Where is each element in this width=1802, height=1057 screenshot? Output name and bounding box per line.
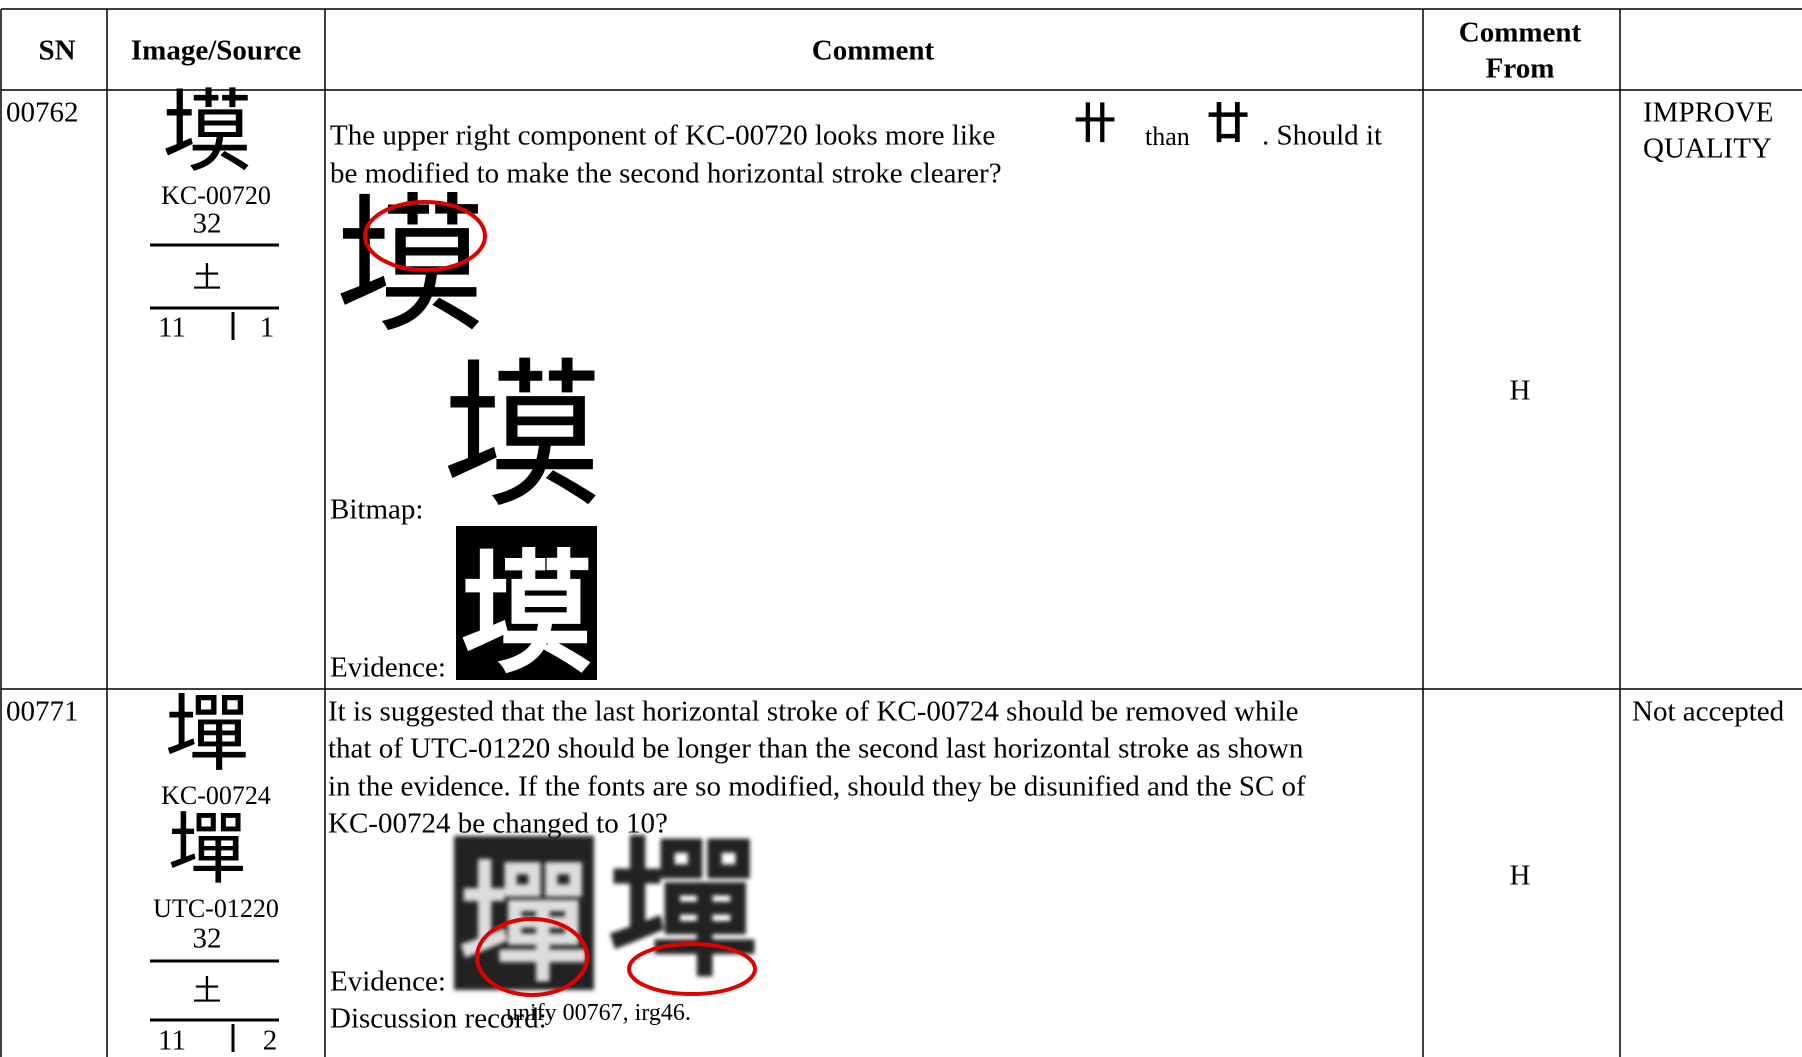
comment-text: KC-00724 be changed to 10? <box>328 807 668 840</box>
discussion-record: unify 00767, irg46. <box>506 1000 691 1026</box>
comment-text: It is suggested that the last horizontal… <box>328 695 1299 728</box>
disposition: Not accepted <box>1632 695 1785 728</box>
bitmap-image: 塻 <box>456 526 597 680</box>
comment-text: in the evidence. If the fonts are so mod… <box>328 770 1306 803</box>
discussion-label: Discussion record: <box>330 1002 547 1035</box>
stroke-count: 11 <box>158 1024 186 1057</box>
comment-text: be modified to make the second horizonta… <box>330 157 1002 190</box>
header-cell: From <box>1485 52 1555 85</box>
comment-text: than <box>1145 122 1190 151</box>
source-glyph: 墠 <box>164 689 250 782</box>
comment-from: H <box>1509 374 1531 407</box>
highlight-ellipse <box>475 917 589 997</box>
component-glyph: 廿 <box>1206 99 1250 148</box>
component-glyph: 卄 <box>1073 99 1117 148</box>
evidence-label: Evidence: <box>330 651 446 684</box>
header-cell: Comment <box>811 34 935 67</box>
header-cell: Image/Source <box>130 34 302 67</box>
header-cell: Comment <box>1458 16 1582 49</box>
stroke-count: 11 <box>158 311 186 344</box>
stroke-count: 2 <box>262 1024 278 1057</box>
highlight-ellipse <box>627 942 757 996</box>
header-cell: SN <box>38 34 76 67</box>
source-code: KC-00724 <box>161 781 271 810</box>
comment-text: . Should it <box>1262 119 1383 152</box>
comment-text: The upper right component of KC-00720 lo… <box>330 119 996 152</box>
radical: 土 <box>192 975 222 1008</box>
source-code: KC-00720 <box>161 181 271 210</box>
stroke-count: 1 <box>259 311 275 344</box>
disposition: IMPROVE <box>1643 96 1774 129</box>
source-glyph: 塻 <box>162 84 252 183</box>
radical-stroke: 32 <box>192 207 222 240</box>
radical: 土 <box>192 262 222 295</box>
disposition: QUALITY <box>1643 132 1772 165</box>
radical-stroke: 32 <box>192 922 222 955</box>
comment-text: that of UTC-01220 should be longer than … <box>328 732 1304 765</box>
bitmap-label: Bitmap: <box>330 493 424 526</box>
sn: 00771 <box>6 695 79 728</box>
comment-from: H <box>1509 859 1531 892</box>
sample-glyph: 塻 <box>441 349 603 527</box>
sn: 00762 <box>6 96 79 129</box>
source-code: UTC-01220 <box>153 894 279 923</box>
evidence-label: Evidence: <box>330 965 446 998</box>
highlight-ellipse <box>363 200 487 272</box>
source-glyph: 墠 <box>167 806 247 893</box>
